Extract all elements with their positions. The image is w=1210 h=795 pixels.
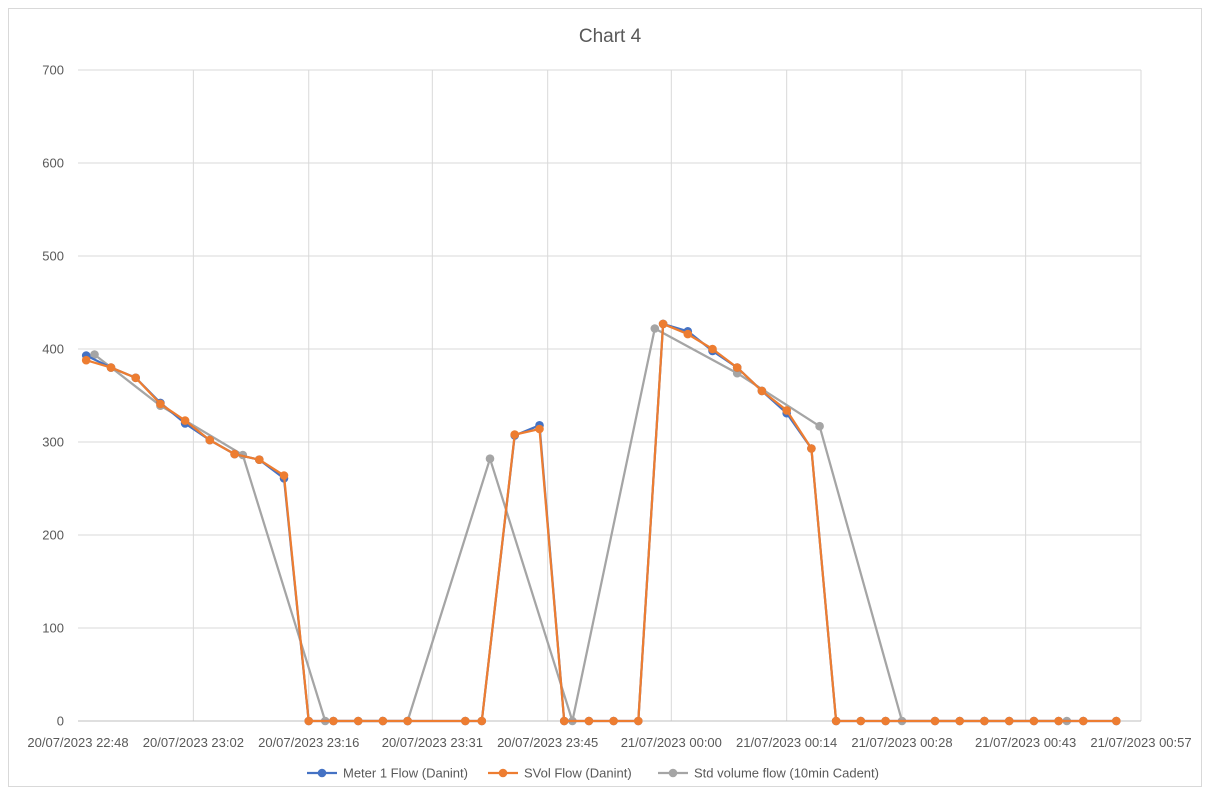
data-point [732, 363, 742, 372]
plot-series [81, 319, 1121, 726]
data-point [485, 454, 495, 464]
data-point [650, 324, 660, 333]
data-point [254, 455, 264, 465]
data-point [708, 344, 717, 354]
x-tick-label: 20/07/2023 23:45 [497, 735, 598, 750]
data-point [831, 716, 841, 726]
data-point [683, 329, 693, 339]
series-1 [81, 319, 1121, 726]
x-tick-label: 21/07/2023 00:00 [621, 735, 722, 750]
legend-marker [498, 768, 508, 778]
data-point [90, 350, 99, 359]
data-point [279, 471, 289, 480]
legend-label: Meter 1 Flow (Danint) [343, 766, 468, 781]
x-tick-label: 21/07/2023 00:14 [736, 735, 837, 750]
legend-item: Std volume flow (10min Cadent) [658, 766, 879, 781]
legend-marker [668, 768, 678, 778]
data-point [461, 716, 470, 726]
y-tick-label: 700 [42, 63, 64, 78]
x-tick-label: 21/07/2023 00:43 [975, 735, 1076, 750]
data-point [205, 435, 215, 445]
y-tick-label: 400 [42, 342, 64, 357]
data-point [584, 716, 594, 726]
y-axis-ticks: 0 100 200 300 400 500 600 700 [42, 63, 64, 729]
data-point [131, 373, 140, 383]
data-point [403, 716, 412, 726]
x-tick-label: 20/07/2023 23:16 [258, 735, 359, 750]
x-tick-label: 20/07/2023 22:48 [27, 735, 128, 750]
legend-item: SVol Flow (Danint) [488, 766, 632, 781]
data-point [1054, 716, 1063, 726]
data-point [1112, 716, 1121, 726]
x-tick-label: 21/07/2023 00:57 [1090, 735, 1191, 750]
data-point [106, 363, 116, 372]
y-tick-label: 500 [42, 249, 64, 264]
data-point [980, 716, 989, 726]
data-point [881, 716, 890, 726]
data-point [1079, 716, 1088, 726]
legend: Meter 1 Flow (Danint) SVol Flow (Danint) S… [307, 766, 879, 781]
data-point [353, 716, 363, 726]
y-tick-label: 200 [42, 528, 64, 543]
data-point [535, 424, 544, 434]
legend-marker [317, 768, 327, 778]
data-point [156, 399, 165, 409]
data-point [757, 386, 767, 396]
data-point [180, 416, 190, 425]
data-point [609, 716, 618, 726]
y-tick-label: 600 [42, 156, 64, 171]
data-point [81, 355, 91, 365]
gridlines [78, 69, 1142, 721]
chart-area-border [8, 8, 1202, 787]
data-point [1004, 716, 1014, 726]
legend-label: Std volume flow (10min Cadent) [694, 766, 879, 781]
data-point [304, 716, 314, 726]
data-point [329, 716, 338, 726]
data-point [559, 716, 569, 726]
x-tick-label: 20/07/2023 23:02 [143, 735, 244, 750]
data-point [230, 449, 239, 459]
data-point [930, 716, 940, 726]
x-tick-label: 21/07/2023 00:28 [851, 735, 952, 750]
chart-title: Chart 4 [579, 26, 642, 47]
legend-item: Meter 1 Flow (Danint) [307, 766, 468, 781]
legend-label: SVol Flow (Danint) [524, 766, 632, 781]
data-point [1029, 716, 1039, 726]
data-point [856, 716, 866, 726]
data-point [658, 319, 668, 329]
data-point [955, 716, 964, 726]
y-tick-label: 0 [57, 714, 64, 729]
x-axis-ticks: 20/07/2023 22:48 20/07/2023 23:02 20/07/20… [27, 735, 1191, 750]
y-tick-label: 300 [42, 435, 64, 450]
data-point [510, 430, 519, 439]
data-point [815, 421, 824, 431]
x-tick-label: 20/07/2023 23:31 [382, 735, 483, 750]
series-line [85, 322, 1117, 723]
data-point [807, 444, 816, 453]
data-point [782, 406, 791, 415]
y-tick-label: 100 [42, 621, 64, 636]
data-point [378, 716, 388, 726]
data-point [477, 716, 487, 726]
data-point [634, 716, 643, 726]
